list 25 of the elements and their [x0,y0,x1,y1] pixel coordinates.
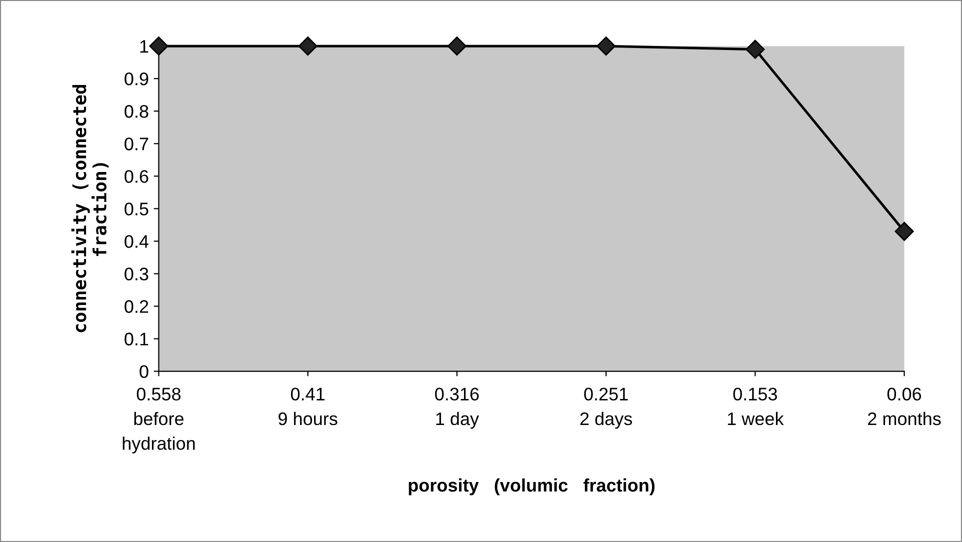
y-tick-label: 0.9 [124,72,148,86]
y-tick-label: 0.4 [124,235,148,248]
x-tick-label: 0.06 2 months [868,388,941,426]
y-tick-label: 0 [140,365,148,378]
y-tick-label: 1 [140,40,148,53]
y-tick-label: 0.8 [124,105,148,118]
x-tick-label: 0.558 before hydration [122,388,195,454]
y-tick-label: 0.2 [124,300,148,313]
x-axis-title: porosity (volumic fraction) [408,478,655,496]
y-tick-label: 0.3 [124,268,148,280]
y-tick-label: 0.5 [124,202,148,216]
x-tick-label: 0.316 1 day [435,388,479,429]
x-tick-label: 0.153 1 week [728,388,784,426]
point [298,36,318,56]
y-tick-label: 0.1 [124,332,148,346]
point [447,36,466,56]
x-tick-label: 0.251 2 days [580,388,632,429]
point [894,222,914,241]
x-tick-label: 0.41 9 hours [278,388,338,426]
y-tick-label: 0.6 [124,170,148,183]
point [746,40,765,59]
y-axis-title: connectivity (connected fraction) [71,84,109,332]
y-tick-label: 0.7 [124,138,148,150]
point [149,36,168,56]
point [596,36,616,56]
